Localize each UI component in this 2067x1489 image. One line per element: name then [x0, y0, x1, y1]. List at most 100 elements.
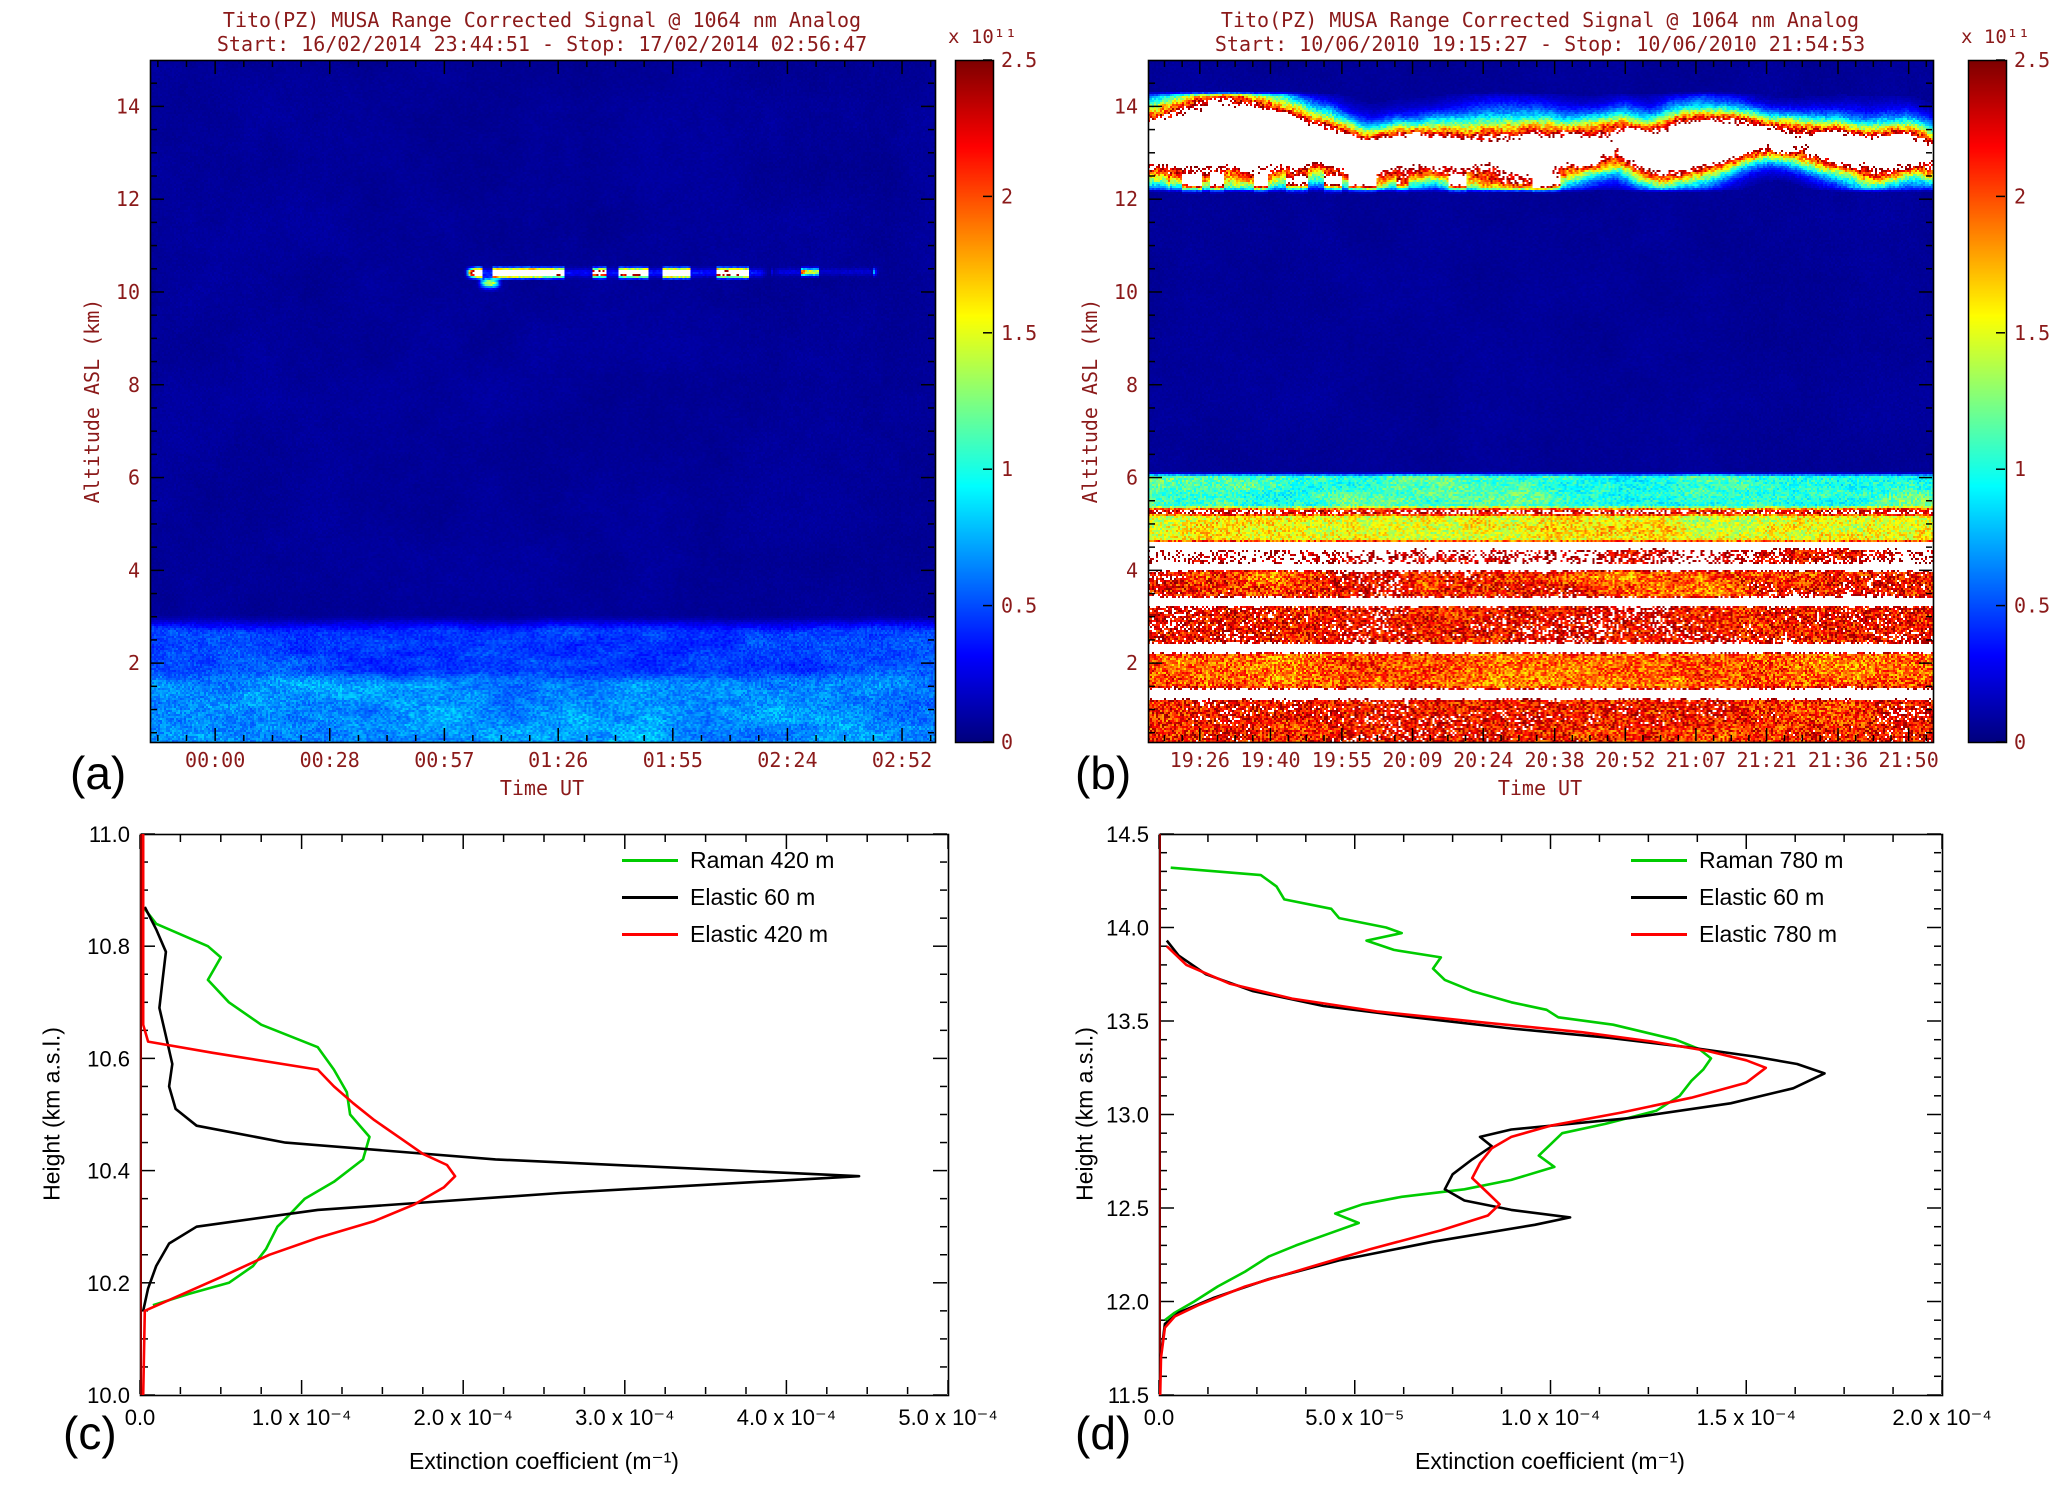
- series-line: [1159, 939, 1826, 1395]
- x-tick-label: 1.5 x 10⁻⁴: [1697, 1405, 1796, 1430]
- y-tick-label: 2: [128, 651, 140, 675]
- y-tick-label: 12: [116, 187, 140, 211]
- x-tick-label: 00:57: [414, 748, 474, 772]
- y-tick-label: 13.0: [1106, 1103, 1149, 1128]
- colorbar-tick-label: 0: [2014, 730, 2026, 754]
- x-tick-label: 00:00: [185, 748, 245, 772]
- panel-b-xlabel: Time UT: [1497, 776, 1583, 800]
- legend-label: Elastic 60 m: [690, 884, 816, 910]
- x-tick-label: 00:28: [300, 748, 360, 772]
- colorbar-tick-label: 0.5: [2014, 594, 2050, 618]
- y-tick-label: 13.5: [1106, 1009, 1149, 1034]
- legend-line-sample: [1631, 896, 1687, 899]
- x-tick-label: 21:07: [1666, 748, 1726, 772]
- x-tick-label: 2.0 x 10⁻⁴: [414, 1405, 513, 1430]
- heatmap-a-canvas: [150, 60, 935, 742]
- panel-a-xlabel: Time UT: [499, 776, 585, 800]
- y-tick-label: 4: [128, 558, 140, 582]
- colorbar-tick-label: 2: [2014, 184, 2026, 208]
- y-tick-label: 10.4: [87, 1159, 130, 1184]
- x-tick-label: 20:09: [1382, 748, 1442, 772]
- panel-c-xlabel: Extinction coefficient (m⁻¹): [409, 1448, 679, 1474]
- x-tick-label: 19:40: [1240, 748, 1300, 772]
- panel-letter-c: (c): [63, 1407, 117, 1459]
- colorbar-tick-label: 2.5: [2014, 48, 2050, 72]
- legend-label: Raman 780 m: [1699, 847, 1844, 873]
- legend-line-sample: [1631, 859, 1687, 862]
- x-tick-label: 5.0 x 10⁻⁴: [898, 1405, 997, 1430]
- legend-item: Raman 420 m: [622, 842, 834, 879]
- panel-c-ylabel: Height (km a.s.l.): [38, 1027, 65, 1201]
- y-tick-label: 14: [116, 94, 140, 118]
- x-tick-label: 5.0 x 10⁻⁵: [1305, 1405, 1404, 1430]
- y-tick-label: 11.0: [89, 822, 130, 847]
- x-tick-label: 3.0 x 10⁻⁴: [575, 1405, 674, 1430]
- legend-line-sample: [622, 859, 678, 862]
- x-tick-label: 19:55: [1312, 748, 1372, 772]
- y-tick-label: 14.5: [1106, 822, 1149, 847]
- y-tick-label: 10.0: [87, 1383, 130, 1408]
- colorbar-tick-label: 1: [2014, 457, 2026, 481]
- legend-label: Elastic 780 m: [1699, 921, 1838, 947]
- y-tick-label: 14.0: [1106, 916, 1149, 941]
- x-tick-label: 01:55: [643, 748, 703, 772]
- y-tick-label: 10.6: [87, 1046, 130, 1071]
- x-tick-label: 20:24: [1453, 748, 1513, 772]
- x-tick-label: 21:36: [1808, 748, 1868, 772]
- series-line: [141, 906, 861, 1312]
- colorbar-a-scale-label: x 10¹¹: [948, 26, 1017, 48]
- x-tick-label: 20:52: [1595, 748, 1655, 772]
- heatmap-b-canvas: [1148, 60, 1933, 742]
- y-tick-label: 2: [1126, 651, 1138, 675]
- x-tick-label: 1.0 x 10⁻⁴: [1501, 1405, 1600, 1430]
- y-tick-label: 10.8: [87, 934, 130, 959]
- x-tick-label: 20:38: [1525, 748, 1585, 772]
- legend-line-sample: [622, 933, 678, 936]
- y-tick-label: 8: [128, 373, 140, 397]
- x-tick-label: 2.0 x 10⁻⁴: [1892, 1405, 1991, 1430]
- x-tick-label: 0.0: [1144, 1405, 1175, 1430]
- y-tick-label: 12.0: [1106, 1290, 1149, 1315]
- series-line: [141, 834, 457, 1395]
- y-tick-label: 6: [128, 466, 140, 490]
- y-tick-label: 8: [1126, 373, 1138, 397]
- colorbar-tick-label: 2: [1001, 184, 1013, 208]
- panel-b-title: Tito(PZ) MUSA Range Corrected Signal @ 1…: [1220, 8, 1860, 32]
- y-tick-label: 11.5: [1108, 1383, 1149, 1408]
- colorbar-b-scale-label: x 10¹¹: [1961, 26, 2030, 48]
- y-tick-label: 4: [1126, 558, 1138, 582]
- x-tick-label: 0.0: [125, 1405, 156, 1430]
- colorbar-b-canvas: [1968, 60, 2006, 742]
- x-tick-label: 02:52: [872, 748, 932, 772]
- colorbar-a-canvas: [955, 60, 993, 742]
- panel-letter-d: (d): [1075, 1407, 1132, 1459]
- x-tick-label: 19:26: [1170, 748, 1230, 772]
- legend-label: Elastic 420 m: [690, 921, 829, 947]
- panel-letter-b: (b): [1075, 747, 1132, 799]
- panel-b-ylabel: Altitude ASL (km): [1078, 298, 1102, 504]
- colorbar-tick-label: 0: [1001, 730, 1013, 754]
- colorbar-tick-label: 0.5: [1001, 594, 1037, 618]
- x-tick-label: 4.0 x 10⁻⁴: [737, 1405, 836, 1430]
- panel-a-ylabel: Altitude ASL (km): [80, 298, 104, 504]
- legend-label: Raman 420 m: [690, 847, 835, 873]
- panel-a-title: Tito(PZ) MUSA Range Corrected Signal @ 1…: [222, 8, 862, 32]
- legend-item: Elastic 60 m: [1631, 879, 1843, 916]
- legend-line-sample: [622, 896, 678, 899]
- legend-item: Elastic 60 m: [622, 879, 834, 916]
- colorbar-tick-label: 2.5: [1001, 48, 1037, 72]
- y-tick-label: 10: [1114, 280, 1138, 304]
- legend-line-sample: [1631, 933, 1687, 936]
- panel-d-xlabel: Extinction coefficient (m⁻¹): [1415, 1448, 1685, 1474]
- colorbar-tick-label: 1: [1001, 457, 1013, 481]
- y-tick-label: 10: [116, 280, 140, 304]
- y-tick-label: 12: [1114, 187, 1138, 211]
- x-tick-label: 02:24: [757, 748, 817, 772]
- panel-d-ylabel: Height (km a.s.l.): [1071, 1027, 1098, 1201]
- y-tick-label: 12.5: [1106, 1196, 1149, 1221]
- series-line: [1159, 945, 1768, 1395]
- colorbar-tick-label: 1.5: [2014, 321, 2050, 345]
- panel-letter-a: (a): [70, 747, 127, 799]
- series-line: [142, 906, 371, 1307]
